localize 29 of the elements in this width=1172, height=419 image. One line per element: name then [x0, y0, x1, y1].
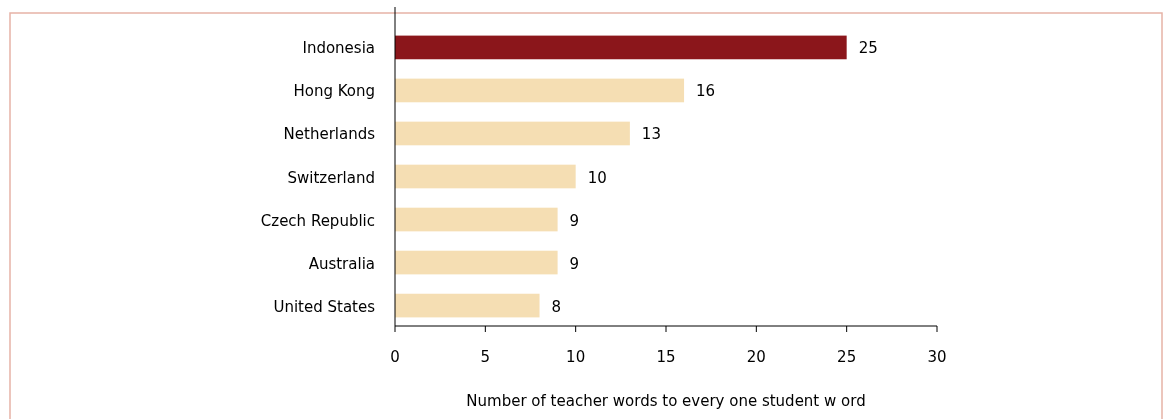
y-tick-label: United States — [273, 297, 376, 316]
data-label: 13 — [641, 125, 661, 144]
x-tick-label: 5 — [480, 348, 491, 366]
data-label: 10 — [587, 168, 607, 187]
x-tick-label: 20 — [746, 348, 766, 366]
bar — [395, 164, 576, 189]
x-tick-label: 30 — [927, 348, 947, 366]
bar — [395, 207, 558, 232]
y-tick-label: Hong Kong — [293, 82, 375, 101]
bar — [395, 293, 540, 318]
y-tick-label: Australia — [308, 254, 375, 273]
y-tick-label: Switzerland — [287, 168, 375, 187]
bar — [395, 121, 630, 146]
data-label: 8 — [551, 297, 562, 316]
y-tick-label: Netherlands — [283, 125, 376, 144]
x-tick-label: 0 — [390, 348, 400, 366]
x-tick-label: 25 — [837, 348, 857, 366]
y-tick-label: Czech Republic — [260, 211, 375, 230]
x-axis-title: Number of teacher words to every one student w ord — [466, 392, 866, 410]
data-label: 16 — [696, 82, 716, 101]
bar — [395, 35, 847, 60]
x-tick-label: 10 — [566, 348, 586, 366]
x-tick-label: 15 — [656, 348, 676, 366]
data-label: 9 — [569, 254, 580, 273]
data-label: 9 — [569, 211, 580, 230]
y-tick-label: Indonesia — [302, 39, 375, 58]
data-label: 25 — [858, 39, 878, 58]
bar — [395, 78, 685, 103]
bar — [395, 250, 558, 275]
